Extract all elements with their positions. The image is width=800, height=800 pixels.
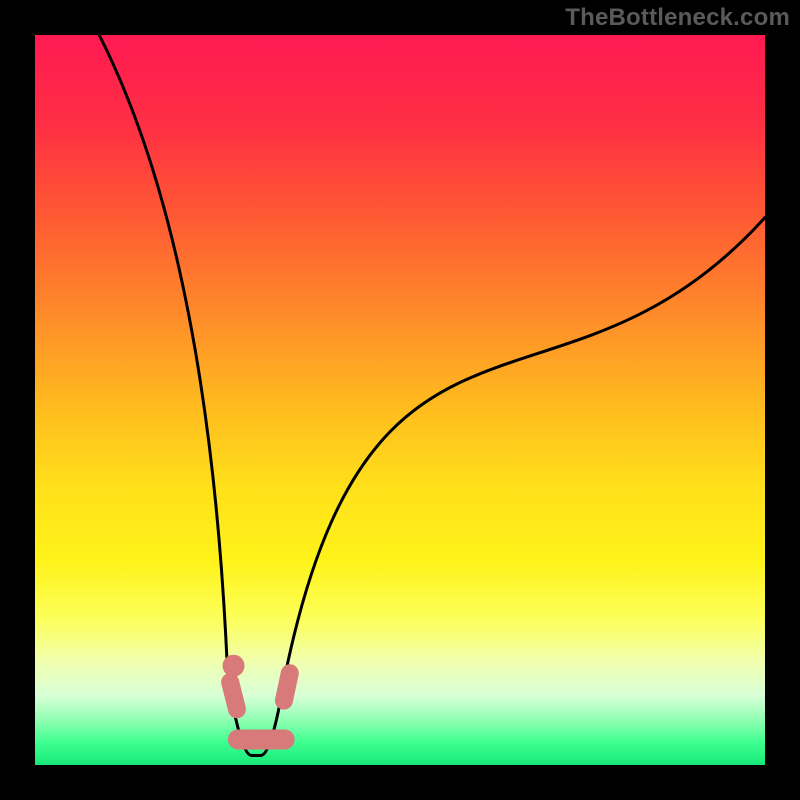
stage: TheBottleneck.com bbox=[0, 0, 800, 800]
bottleneck-chart bbox=[0, 0, 800, 800]
marker-dot bbox=[223, 655, 245, 677]
watermark-text: TheBottleneck.com bbox=[565, 4, 790, 32]
